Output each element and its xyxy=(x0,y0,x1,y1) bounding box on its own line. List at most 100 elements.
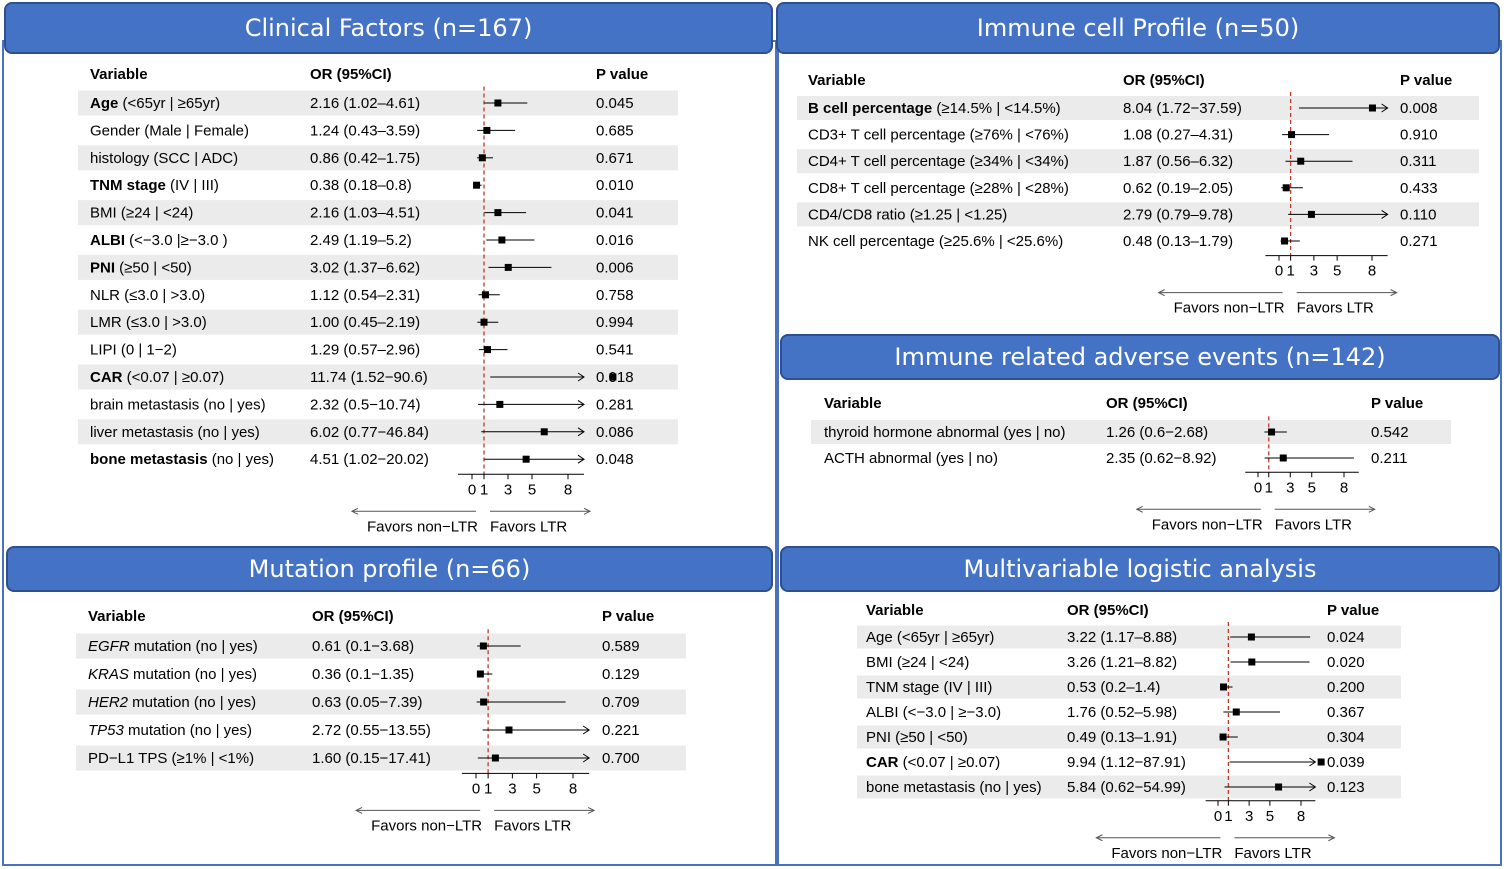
column-header: P value xyxy=(602,608,654,625)
ci-arrow xyxy=(577,454,585,464)
or-ci-label: 0.62 (0.19–2.05) xyxy=(1123,180,1233,197)
or-ci-label: 0.61 (0.1−3.68) xyxy=(312,638,414,655)
column-header: Variable xyxy=(866,602,924,619)
favors-left-arrowhead xyxy=(350,507,359,515)
variable-categories: (IV | III) xyxy=(166,177,219,194)
point-estimate xyxy=(1275,783,1283,791)
favors-right-label: Favors LTR xyxy=(1297,300,1374,317)
favors-left-label: Favors non−LTR xyxy=(1111,845,1222,862)
point-estimate xyxy=(494,99,502,107)
x-tick-label: 0 xyxy=(468,481,476,498)
favors-left-arrowhead xyxy=(1095,834,1103,842)
or-ci-label: 2.16 (1.03–4.51) xyxy=(310,205,420,222)
row-stripe xyxy=(76,633,686,659)
variable-categories: LMR (≤3.0 | >3.0) xyxy=(90,314,207,331)
p-value-label: 0.200 xyxy=(1327,679,1365,696)
or-ci-label: 6.02 (0.77−46.84) xyxy=(310,424,429,441)
favors-right-label: Favors LTR xyxy=(1275,516,1352,533)
p-value-label: 0.048 xyxy=(596,451,634,468)
row-stripe xyxy=(78,200,678,226)
variable-categories: (<0.07 | ≥0.07) xyxy=(123,369,225,386)
x-tick-label: 8 xyxy=(564,481,572,498)
gene-name: EGFR xyxy=(88,638,130,655)
or-ci-label: 1.60 (0.15−17.41) xyxy=(312,750,431,767)
variable-label: ALBI (<−3.0 |≥−3.0 ) xyxy=(90,232,228,249)
or-ci-label: 2.16 (1.02–4.61) xyxy=(310,95,420,112)
point-estimate xyxy=(494,209,502,217)
point-estimate xyxy=(1288,131,1296,139)
p-value-label: 0.123 xyxy=(1327,779,1365,796)
or-ci-label: 0.48 (0.13–1.79) xyxy=(1123,233,1233,250)
favors-right-arrowhead xyxy=(1390,289,1398,297)
variable-name: PNI xyxy=(90,259,115,276)
variable-label: HER2 mutation (no | yes) xyxy=(88,694,256,711)
x-tick-label: 1 xyxy=(480,481,488,498)
row-stripe xyxy=(78,90,678,116)
point-estimate xyxy=(505,726,513,734)
favors-right-arrowhead xyxy=(1368,505,1376,513)
point-estimate xyxy=(1219,683,1227,691)
p-value-label: 0.006 xyxy=(596,259,634,276)
variable-categories: CD8+ T cell percentage (≥28% | <28%) xyxy=(808,180,1069,197)
or-ci-label: 3.22 (1.17–8.88) xyxy=(1067,629,1177,646)
p-value-label: 0.433 xyxy=(1400,180,1438,197)
column-header: P value xyxy=(1371,395,1423,412)
column-header: OR (95%CI) xyxy=(1106,395,1188,412)
ci-arrow xyxy=(582,753,591,763)
point-estimate xyxy=(609,373,617,381)
x-tick-label: 3 xyxy=(1310,263,1318,280)
variable-label: B cell percentage (≥14.5% | <14.5%) xyxy=(808,100,1061,117)
or-ci-label: 1.00 (0.45–2.19) xyxy=(310,314,420,331)
variable-label: LIPI (0 | 1−2) xyxy=(90,342,177,359)
variable-label: CD4/CD8 ratio (≥1.25 | <1.25) xyxy=(808,206,1007,223)
favors-right-arrowhead xyxy=(1328,834,1336,842)
p-value-label: 0.045 xyxy=(596,95,634,112)
p-value-label: 0.367 xyxy=(1327,704,1365,721)
ci-arrow xyxy=(1381,209,1389,219)
or-ci-label: 0.53 (0.2–1.4) xyxy=(1067,679,1160,696)
variable-label: Gender (Male | Female) xyxy=(90,122,249,139)
variable-categories: CD4+ T cell percentage (≥34% | <34%) xyxy=(808,153,1069,170)
point-estimate xyxy=(522,455,530,463)
variable-categories: NK cell percentage (≥25.6% | <25.6%) xyxy=(808,233,1063,250)
p-value-label: 0.311 xyxy=(1400,153,1436,170)
variable-name: CAR xyxy=(90,369,123,386)
p-value-label: 0.271 xyxy=(1400,233,1438,250)
p-value-label: 0.700 xyxy=(602,750,640,767)
or-ci-label: 5.84 (0.62−54.99) xyxy=(1067,779,1186,796)
gene-name: TP53 xyxy=(88,722,125,739)
variable-categories: NLR (≤3.0 | >3.0) xyxy=(90,287,205,304)
or-ci-label: 0.63 (0.05−7.39) xyxy=(312,694,423,711)
point-estimate xyxy=(473,181,481,189)
x-tick-label: 0 xyxy=(472,780,480,797)
x-tick-label: 1 xyxy=(1265,479,1273,496)
row-stripe xyxy=(857,725,1401,749)
p-value-label: 0.542 xyxy=(1371,424,1409,441)
variable-categories: BMI (≥24 | <24) xyxy=(90,205,193,222)
mutation-panel-header: Mutation profile (n=66) xyxy=(6,546,773,592)
or-ci-label: 2.35 (0.62−8.92) xyxy=(1106,450,1217,467)
row-stripe xyxy=(811,420,1451,444)
column-header: OR (95%CI) xyxy=(1067,602,1149,619)
point-estimate xyxy=(496,400,504,408)
x-tick-label: 5 xyxy=(1333,263,1341,280)
p-value-label: 0.110 xyxy=(1400,206,1436,223)
or-ci-label: 0.86 (0.42–1.75) xyxy=(310,150,420,167)
variable-categories: mutation (no | yes) xyxy=(128,694,256,711)
p-value-label: 0.709 xyxy=(602,694,640,711)
point-estimate xyxy=(491,754,499,762)
x-tick-label: 5 xyxy=(1266,808,1274,825)
variable-label: CD3+ T cell percentage (≥76% | <76%) xyxy=(808,127,1069,144)
ci-arrow xyxy=(577,427,585,437)
p-value-label: 0.020 xyxy=(1327,654,1365,671)
variable-name: Age xyxy=(90,95,118,112)
variable-categories: (<0.07 | ≥0.07) xyxy=(899,754,1001,771)
column-header: Variable xyxy=(824,395,882,412)
variable-categories: Gender (Male | Female) xyxy=(90,122,249,139)
point-estimate xyxy=(479,642,487,650)
point-estimate xyxy=(1282,184,1290,192)
variable-label: TNM stage (IV | III) xyxy=(90,177,219,194)
variable-label: EGFR mutation (no | yes) xyxy=(88,638,258,655)
variable-categories: LIPI (0 | 1−2) xyxy=(90,342,177,359)
clinical-forest-plot: Variable OR (95%CI) P value Age (<65yr | ≥6… xyxy=(78,66,678,535)
